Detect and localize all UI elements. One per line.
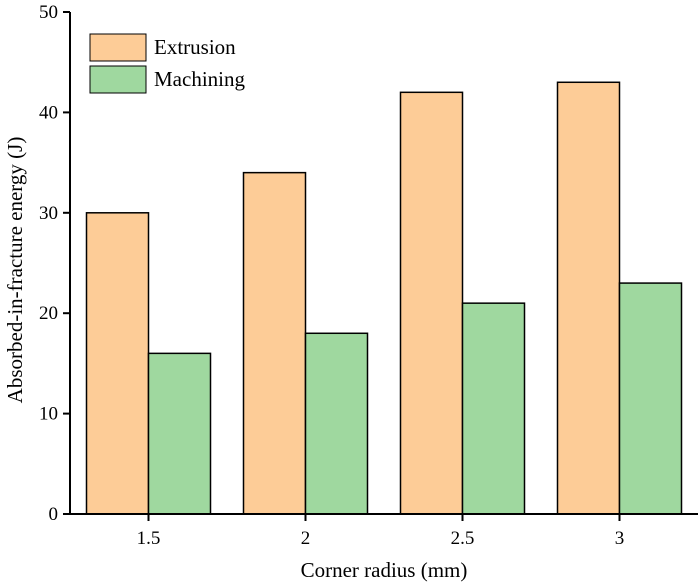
bar-extrusion-1.5 bbox=[85, 212, 150, 515]
legend-label-machining: Machining bbox=[154, 67, 245, 91]
y-tick-label: 30 bbox=[39, 203, 58, 224]
bars-layer bbox=[85, 81, 683, 515]
bar-extrusion-2 bbox=[242, 171, 307, 515]
bar-extrusion-3 bbox=[556, 81, 621, 515]
bar-extrusion-2.5 bbox=[399, 91, 464, 515]
y-tick-label: 40 bbox=[39, 102, 58, 123]
x-axis-label: Corner radius (mm) bbox=[301, 558, 468, 582]
y-tick-label: 0 bbox=[49, 504, 59, 525]
legend-swatch-extrusion bbox=[89, 33, 147, 62]
bar-machining-3 bbox=[618, 282, 683, 515]
legend-label-extrusion: Extrusion bbox=[154, 35, 236, 59]
bar-machining-2.5 bbox=[461, 302, 526, 515]
y-tick-label: 20 bbox=[39, 303, 58, 324]
bar-machining-1.5 bbox=[147, 352, 212, 515]
legend-swatch-machining bbox=[89, 65, 147, 94]
y-tick-label: 10 bbox=[39, 404, 58, 425]
y-tick-label: 50 bbox=[39, 2, 58, 23]
bar-machining-2 bbox=[304, 332, 369, 515]
x-tick-label: 3 bbox=[615, 528, 625, 549]
y-axis-ticks: 0 10 20 30 40 50 bbox=[39, 2, 70, 525]
x-axis-ticks: 1.5 2 2.5 3 bbox=[137, 514, 625, 549]
x-tick-label: 2 bbox=[301, 528, 311, 549]
plot-frame bbox=[69, 12, 698, 515]
x-tick-label: 1.5 bbox=[137, 528, 161, 549]
x-tick-label: 2.5 bbox=[451, 528, 475, 549]
legend: Extrusion Machining bbox=[89, 33, 245, 94]
y-axis-label: Absorbed-in-fracture energy (J) bbox=[3, 137, 27, 404]
